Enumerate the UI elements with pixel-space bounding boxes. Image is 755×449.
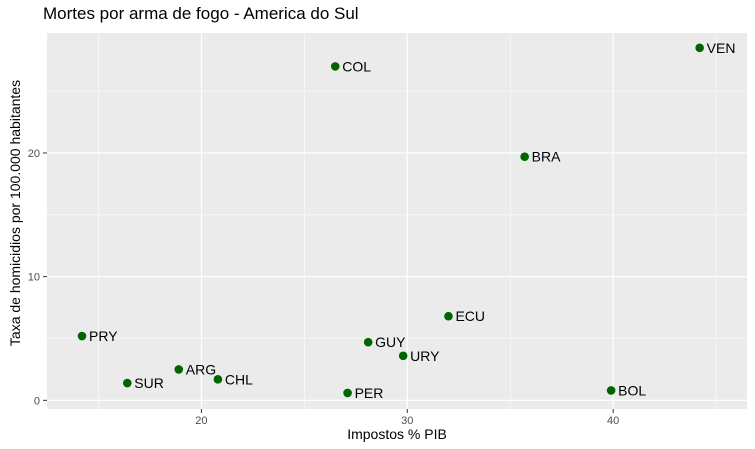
data-point-col bbox=[330, 62, 340, 71]
point-label-pry: PRY bbox=[89, 328, 118, 344]
point-label-sur: SUR bbox=[134, 375, 164, 391]
data-point-bol bbox=[606, 386, 616, 395]
data-point-arg bbox=[174, 365, 184, 374]
chart-title: Mortes por arma de fogo - America do Sul bbox=[43, 4, 359, 23]
point-label-ecu: ECU bbox=[455, 308, 485, 324]
point-label-col: COL bbox=[342, 58, 371, 74]
y-axis-label: Taxa de homicidios por 100.000 habitante… bbox=[7, 79, 23, 347]
major-gridlines bbox=[47, 33, 747, 409]
x-tick-label: 30 bbox=[401, 415, 413, 427]
data-point-bra bbox=[520, 152, 529, 161]
plot-panel bbox=[47, 33, 747, 409]
data-point-chl bbox=[213, 375, 223, 384]
point-label-bol: BOL bbox=[618, 382, 646, 398]
point-label-ven: VEN bbox=[707, 40, 736, 56]
data-point-guy bbox=[363, 337, 373, 347]
y-tick-label: 0 bbox=[34, 395, 40, 407]
point-label-per: PER bbox=[355, 385, 384, 401]
data-point-sur bbox=[122, 378, 132, 388]
point-label-bra: BRA bbox=[532, 149, 561, 165]
point-label-ury: URY bbox=[410, 348, 440, 364]
point-label-arg: ARG bbox=[186, 361, 216, 377]
data-points bbox=[77, 43, 704, 398]
x-axis-label: Impostos % PIB bbox=[347, 426, 447, 442]
x-tick-label: 40 bbox=[607, 415, 619, 427]
data-point-ecu bbox=[444, 311, 453, 321]
data-point-ury bbox=[398, 351, 408, 361]
x-tick-label: 20 bbox=[195, 415, 207, 427]
minor-gridlines bbox=[47, 33, 747, 409]
y-tick-label: 20 bbox=[28, 148, 40, 160]
axis-ticks: 20 30 40 0 10 20 bbox=[28, 148, 620, 427]
y-tick-label: 10 bbox=[28, 272, 40, 284]
data-point-per bbox=[343, 388, 352, 398]
point-label-guy: GUY bbox=[375, 334, 406, 350]
point-label-chl: CHL bbox=[225, 371, 253, 387]
data-point-ven bbox=[695, 43, 704, 53]
data-point-pry bbox=[77, 331, 87, 341]
